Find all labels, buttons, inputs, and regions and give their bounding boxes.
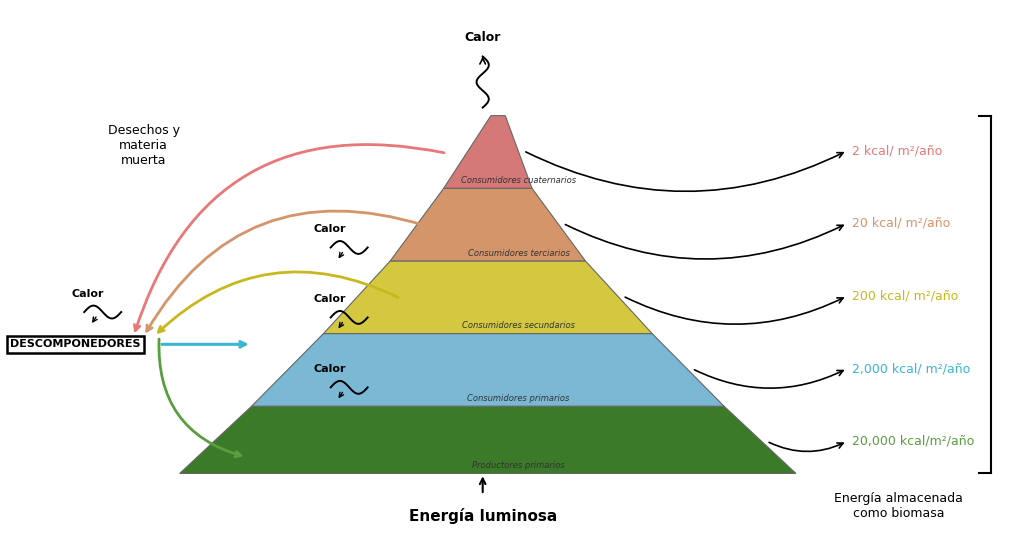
Text: Calor: Calor [72, 288, 105, 299]
Text: Productores primarios: Productores primarios [472, 461, 565, 470]
Polygon shape [324, 261, 652, 334]
Text: Calor: Calor [313, 364, 346, 374]
Text: 20 kcal/ m²/año: 20 kcal/ m²/año [852, 217, 951, 230]
Polygon shape [252, 334, 724, 406]
Text: Desechos y
materia
muerta: Desechos y materia muerta [108, 124, 180, 167]
Text: 2 kcal/ m²/año: 2 kcal/ m²/año [852, 144, 943, 157]
Text: Consumidores cuaternarios: Consumidores cuaternarios [461, 176, 576, 185]
Text: 200 kcal/ m²/año: 200 kcal/ m²/año [852, 289, 958, 302]
Polygon shape [444, 116, 532, 188]
Text: Consumidores primarios: Consumidores primarios [467, 394, 570, 403]
Text: Calor: Calor [313, 294, 346, 304]
Text: Calor: Calor [313, 224, 346, 234]
Text: Consumidores terciarios: Consumidores terciarios [467, 249, 570, 258]
Text: Energía luminosa: Energía luminosa [409, 508, 557, 525]
Text: 2,000 kcal/ m²/año: 2,000 kcal/ m²/año [852, 362, 971, 375]
Polygon shape [180, 406, 796, 473]
Text: Energía almacenada
como biomasa: Energía almacenada como biomasa [834, 492, 963, 520]
Text: Consumidores secundarios: Consumidores secundarios [462, 321, 575, 330]
Text: DESCOMPONEDORES: DESCOMPONEDORES [10, 339, 141, 349]
Text: 20,000 kcal/m²/año: 20,000 kcal/m²/año [852, 435, 975, 448]
Polygon shape [390, 188, 585, 261]
Text: Calor: Calor [464, 31, 501, 44]
